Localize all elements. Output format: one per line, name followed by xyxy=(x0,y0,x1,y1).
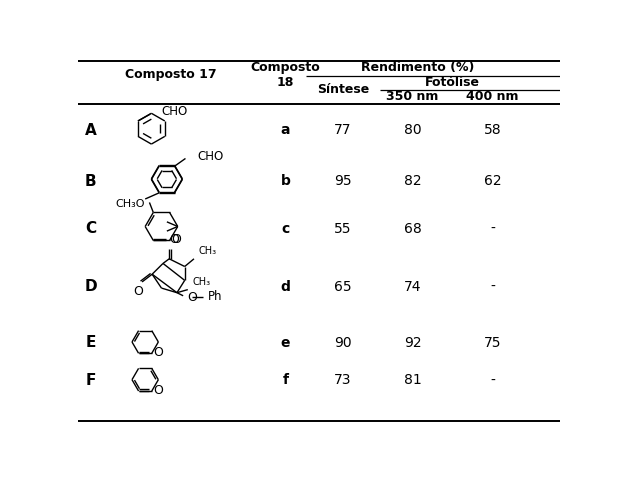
Text: -: - xyxy=(490,280,495,294)
Text: CHO: CHO xyxy=(161,105,187,118)
Text: O: O xyxy=(187,291,197,304)
Text: -: - xyxy=(490,222,495,236)
Text: F: F xyxy=(86,373,96,388)
Text: CH₃: CH₃ xyxy=(198,246,217,256)
Text: 55: 55 xyxy=(334,222,351,236)
Text: 68: 68 xyxy=(404,222,422,236)
Text: 95: 95 xyxy=(334,174,351,188)
Text: Ph: Ph xyxy=(208,290,223,303)
Text: 74: 74 xyxy=(404,280,421,294)
Text: O: O xyxy=(153,384,163,397)
Text: Composto
18: Composto 18 xyxy=(251,61,320,89)
Text: 90: 90 xyxy=(334,336,351,350)
Text: f: f xyxy=(282,374,289,388)
Text: 65: 65 xyxy=(334,280,351,294)
Text: CH₃: CH₃ xyxy=(192,277,211,286)
Text: Composto 17: Composto 17 xyxy=(125,68,216,81)
Text: 81: 81 xyxy=(404,374,422,388)
Text: 75: 75 xyxy=(484,336,501,350)
Text: 92: 92 xyxy=(404,336,421,350)
Text: 58: 58 xyxy=(483,123,501,137)
Text: O: O xyxy=(172,233,182,246)
Text: O: O xyxy=(133,285,143,298)
Text: -: - xyxy=(490,374,495,388)
Text: 80: 80 xyxy=(404,123,421,137)
Text: A: A xyxy=(85,123,97,138)
Text: a: a xyxy=(281,123,290,137)
Text: 62: 62 xyxy=(483,174,501,188)
Text: 77: 77 xyxy=(334,123,351,137)
Text: Rendimento (%): Rendimento (%) xyxy=(361,61,475,74)
Text: 82: 82 xyxy=(404,174,421,188)
Text: c: c xyxy=(281,222,290,236)
Text: 400 nm: 400 nm xyxy=(466,90,519,103)
Text: B: B xyxy=(85,174,97,188)
Text: O: O xyxy=(170,233,180,246)
Text: CHO: CHO xyxy=(197,149,223,162)
Text: 350 nm: 350 nm xyxy=(386,90,439,103)
Text: E: E xyxy=(86,335,96,350)
Text: C: C xyxy=(85,221,96,236)
Text: D: D xyxy=(85,279,97,294)
Text: O: O xyxy=(153,346,163,359)
Text: 73: 73 xyxy=(334,374,351,388)
Text: e: e xyxy=(281,336,290,350)
Text: b: b xyxy=(281,174,290,188)
Text: Síntese: Síntese xyxy=(317,83,369,96)
Text: d: d xyxy=(281,280,290,294)
Text: Fotólise: Fotólise xyxy=(425,76,480,89)
Text: CH₃O: CH₃O xyxy=(115,200,144,209)
